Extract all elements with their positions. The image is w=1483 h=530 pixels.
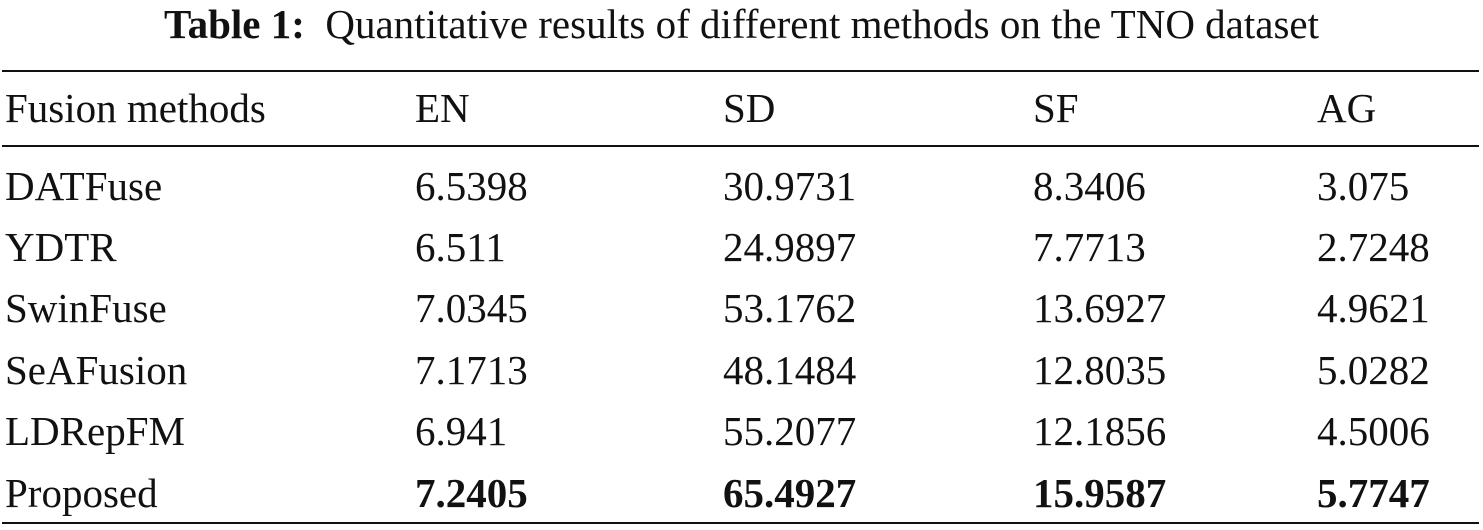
sd-cell: 53.1762 (723, 285, 857, 332)
en-cell: 7.1713 (415, 346, 528, 393)
bottom-rule (2, 522, 1479, 524)
table-row: LDRepFM 6.941 55.2077 12.1856 4.5006 (0, 401, 1483, 462)
en-cell: 6.5398 (415, 162, 528, 209)
sd-cell-best: 65.4927 (723, 469, 857, 516)
header-en: EN (415, 85, 470, 131)
table-header: Fusion methods EN SD SF AG (0, 76, 1483, 140)
sf-cell: 7.7713 (1033, 224, 1146, 271)
sf-cell: 13.6927 (1033, 285, 1167, 332)
ag-cell: 4.5006 (1317, 408, 1430, 455)
method-cell: SeAFusion (5, 346, 188, 393)
sf-cell-best: 15.9587 (1033, 469, 1167, 516)
header-ag: AG (1317, 85, 1377, 131)
header-sf: SF (1033, 85, 1079, 131)
header-fusion-methods: Fusion methods (5, 85, 266, 131)
table-row: DATFuse 6.5398 30.9731 8.3406 3.075 (0, 155, 1483, 216)
method-cell: DATFuse (5, 162, 163, 209)
method-cell: YDTR (5, 224, 117, 271)
caption-text: Quantitative results of different method… (325, 1, 1320, 47)
en-cell: 6.511 (415, 224, 506, 271)
sd-cell: 24.9897 (723, 224, 857, 271)
sf-cell: 12.1856 (1033, 408, 1167, 455)
sd-cell: 30.9731 (723, 162, 857, 209)
header-sd: SD (723, 85, 776, 131)
ag-cell: 4.9621 (1317, 285, 1430, 332)
sd-cell: 55.2077 (723, 408, 857, 455)
sf-cell: 12.8035 (1033, 346, 1167, 393)
header-row: Fusion methods EN SD SF AG (0, 76, 1483, 140)
method-cell: SwinFuse (5, 285, 167, 332)
table-row: SwinFuse 7.0345 53.1762 13.6927 4.9621 (0, 278, 1483, 339)
ag-cell: 5.0282 (1317, 346, 1430, 393)
en-cell: 7.0345 (415, 285, 528, 332)
en-cell: 6.941 (415, 408, 508, 455)
ag-cell: 3.075 (1317, 162, 1410, 209)
sd-cell: 48.1484 (723, 346, 857, 393)
method-cell: Proposed (5, 469, 158, 516)
table-row: YDTR 6.511 24.9897 7.7713 2.7248 (0, 216, 1483, 277)
table-row: SeAFusion 7.1713 48.1484 12.8035 5.0282 (0, 339, 1483, 400)
en-cell-best: 7.2405 (415, 469, 528, 516)
header-rule (2, 145, 1479, 147)
results-table: DATFuse 6.5398 30.9731 8.3406 3.075 YDTR… (0, 155, 1483, 523)
method-cell: LDRepFM (5, 408, 185, 455)
ag-cell: 2.7248 (1317, 224, 1430, 271)
ag-cell-best: 5.7747 (1317, 469, 1430, 516)
top-rule (2, 70, 1479, 72)
table-row-proposed: Proposed 7.2405 65.4927 15.9587 5.7747 (0, 462, 1483, 523)
table-caption: Table 1: Quantitative results of differe… (0, 0, 1483, 48)
table-label: Table 1: (163, 1, 305, 47)
sf-cell: 8.3406 (1033, 162, 1146, 209)
